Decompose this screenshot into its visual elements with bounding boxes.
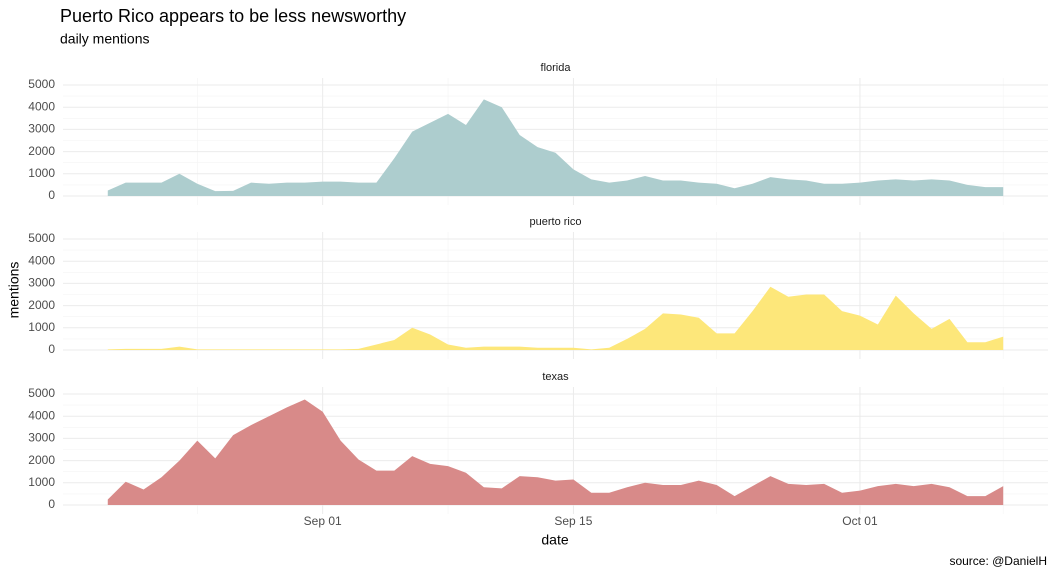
x-axis-title: date [541,532,568,548]
x-tick-label: Oct 01 [842,514,878,528]
y-tick-label: 3000 [28,276,55,290]
facet-label: puerto rico [530,216,582,228]
y-tick-label: 2000 [28,453,55,467]
y-axis-title: mentions [6,262,22,319]
y-tick-label: 5000 [28,77,55,91]
area [107,286,1004,350]
y-tick-label: 1000 [28,475,55,489]
y-tick-label: 5000 [28,231,55,245]
x-tick-label: Sep 01 [304,514,342,528]
y-tick-label: 1000 [28,320,55,334]
y-tick-label: 3000 [28,122,55,136]
caption: source: @DanielH [949,554,1047,568]
y-tick-label: 0 [48,188,55,202]
area [107,399,1004,505]
x-tick-label: Sep 15 [554,514,592,528]
facet-label: florida [541,62,572,74]
y-tick-label: 5000 [28,386,55,400]
chart-subtitle: daily mentions [60,31,150,47]
area [107,99,1004,196]
y-tick-label: 0 [48,497,55,511]
y-tick-label: 1000 [28,166,55,180]
y-tick-label: 2000 [28,298,55,312]
y-tick-label: 4000 [28,253,55,267]
y-tick-label: 3000 [28,431,55,445]
y-tick-label: 4000 [28,99,55,113]
y-tick-label: 2000 [28,144,55,158]
chart-title: Puerto Rico appears to be less newsworth… [60,6,406,26]
y-tick-label: 4000 [28,408,55,422]
y-tick-label: 0 [48,342,55,356]
facet-label: texas [542,371,569,383]
